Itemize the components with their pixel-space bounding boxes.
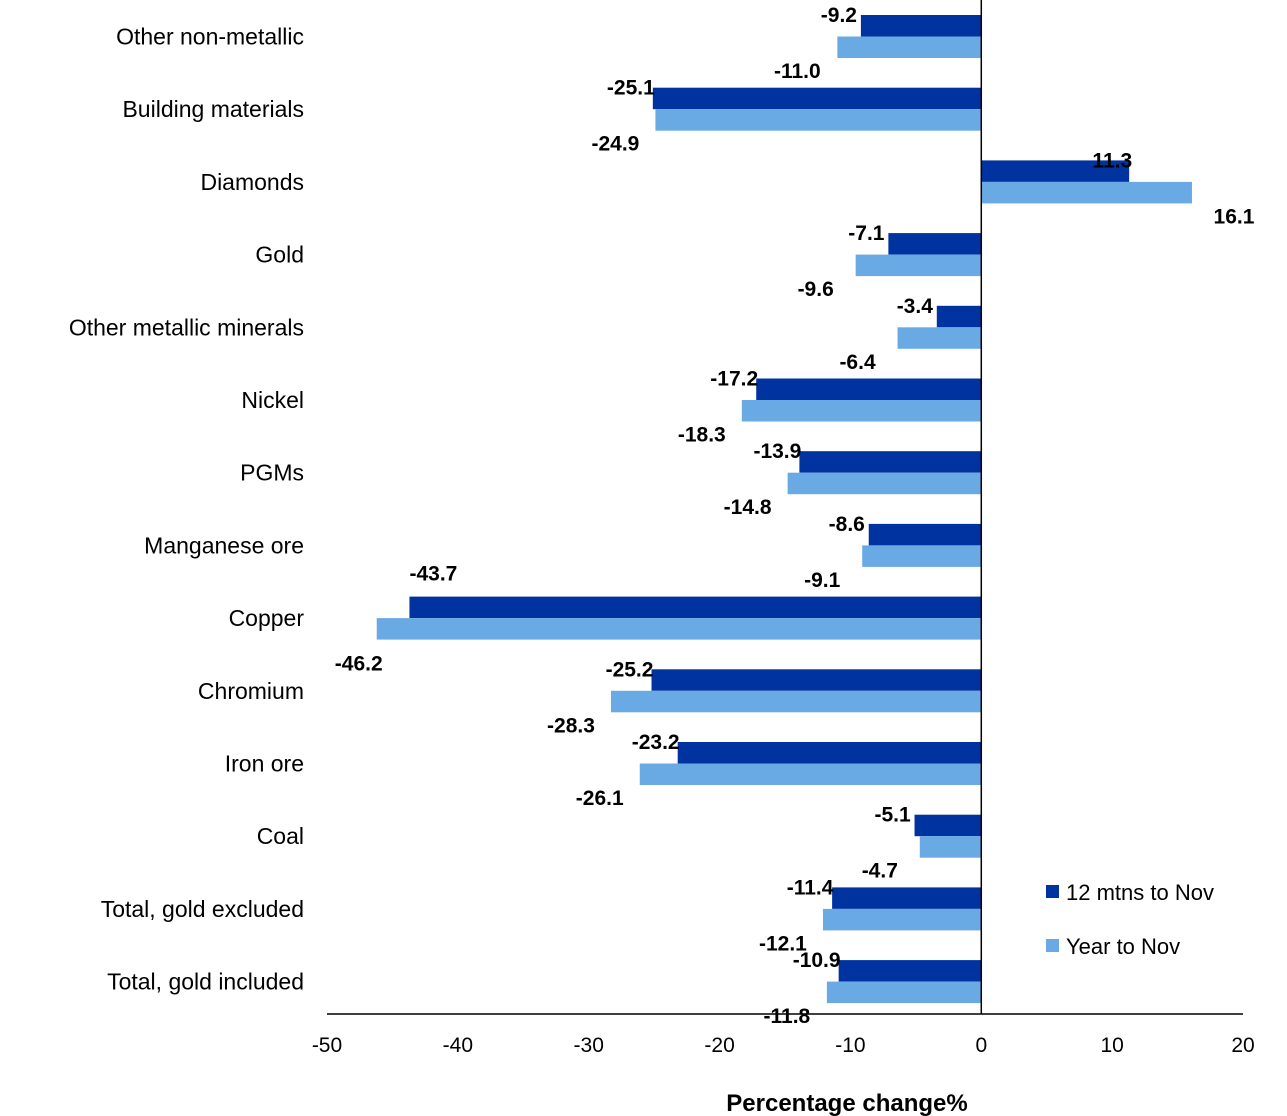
category-label: Manganese ore [144, 532, 304, 558]
data-label: -9.6 [798, 278, 834, 301]
data-label: -25.2 [606, 658, 654, 681]
bar [799, 451, 982, 473]
legend-swatch [1046, 939, 1059, 952]
x-tick-label: -50 [312, 1034, 342, 1057]
data-label: -43.7 [410, 563, 458, 586]
bar [610, 690, 982, 713]
data-label: -6.4 [839, 351, 876, 374]
bar [652, 87, 982, 110]
data-label: -46.2 [335, 653, 383, 676]
data-label: -23.2 [632, 731, 680, 754]
data-label: -25.1 [607, 77, 655, 100]
data-label: -11.0 [774, 60, 821, 83]
data-label: -12.1 [759, 932, 807, 955]
bar [409, 596, 982, 619]
data-label: -4.7 [862, 860, 898, 883]
bar [860, 15, 982, 37]
category-label: Total, gold excluded [101, 896, 304, 922]
data-label: -11.4 [787, 876, 834, 899]
x-tick-label: -10 [835, 1034, 865, 1057]
data-label: -18.3 [678, 424, 726, 447]
category-label: Iron ore [225, 751, 304, 777]
bar [888, 233, 982, 255]
data-label: -10.9 [793, 949, 841, 972]
data-label: -28.3 [547, 714, 595, 737]
data-label: 11.3 [1092, 149, 1132, 172]
data-label: -24.9 [592, 133, 640, 156]
x-tick-label: 10 [1100, 1034, 1123, 1057]
bar [981, 181, 1192, 204]
category-label: Other metallic minerals [69, 314, 304, 340]
bar [868, 523, 982, 546]
legend-label: Year to Nov [1066, 934, 1180, 959]
bar [914, 814, 982, 837]
category-label: Coal [257, 823, 304, 849]
bar [981, 160, 1130, 182]
bar [838, 960, 982, 982]
bar [936, 305, 982, 328]
x-tick-labels-group: -50 -40 -30 -20 -10 0 10 20 [312, 1034, 1255, 1057]
legend: 12 mtns to Nov Year to Nov [1046, 880, 1214, 959]
bar [832, 887, 982, 909]
category-label: Chromium [198, 678, 304, 704]
bar [919, 836, 982, 858]
legend-label: 12 mtns to Nov [1066, 880, 1214, 905]
bar [639, 763, 982, 785]
bar [826, 981, 982, 1004]
x-tick-label: -30 [574, 1034, 604, 1057]
category-labels-group: Other non-metallic Building materials Diam… [69, 24, 305, 995]
category-label: Gold [255, 242, 304, 268]
bar [822, 908, 982, 931]
bar [897, 327, 982, 349]
x-axis-title: Percentage change% [726, 1090, 967, 1116]
legend-swatch [1046, 885, 1059, 898]
bar [855, 254, 982, 277]
bar [376, 618, 982, 640]
data-label: -26.1 [576, 787, 624, 810]
data-label: -8.6 [829, 513, 865, 536]
category-label: Building materials [122, 96, 304, 122]
x-tick-label: 20 [1231, 1034, 1254, 1057]
category-label: PGMs [240, 460, 304, 486]
bar [651, 669, 982, 691]
data-label: -13.9 [753, 440, 801, 463]
bar [655, 109, 982, 131]
data-label: -17.2 [710, 368, 758, 391]
data-label: 16.1 [1214, 205, 1255, 228]
bars-group [376, 15, 1192, 1004]
x-tick-label: -20 [704, 1034, 734, 1057]
bar [837, 36, 982, 58]
data-label: -5.1 [874, 804, 911, 827]
data-label: -9.1 [804, 569, 841, 592]
bar [862, 545, 982, 567]
data-label: -7.1 [848, 222, 885, 245]
bar [741, 400, 982, 422]
data-label: -3.4 [897, 295, 934, 318]
category-label: Other non-metallic [116, 24, 304, 50]
category-label: Copper [229, 605, 305, 631]
x-tick-label: 0 [975, 1034, 987, 1057]
data-labels-group: -9.2 -11.0 -25.1 -24.9 11.3 16.1 -7.1 -9.6 -3.4 -… [335, 4, 1255, 1028]
data-label: -9.2 [821, 4, 857, 27]
x-tick-label: -40 [443, 1034, 473, 1057]
bar [787, 472, 982, 495]
bar [756, 378, 982, 400]
category-label: Nickel [241, 387, 304, 413]
bar [677, 742, 982, 764]
data-label: -14.8 [724, 496, 772, 519]
category-label: Total, gold included [107, 969, 304, 995]
data-label: -11.8 [764, 1005, 811, 1028]
category-label: Diamonds [200, 169, 304, 195]
